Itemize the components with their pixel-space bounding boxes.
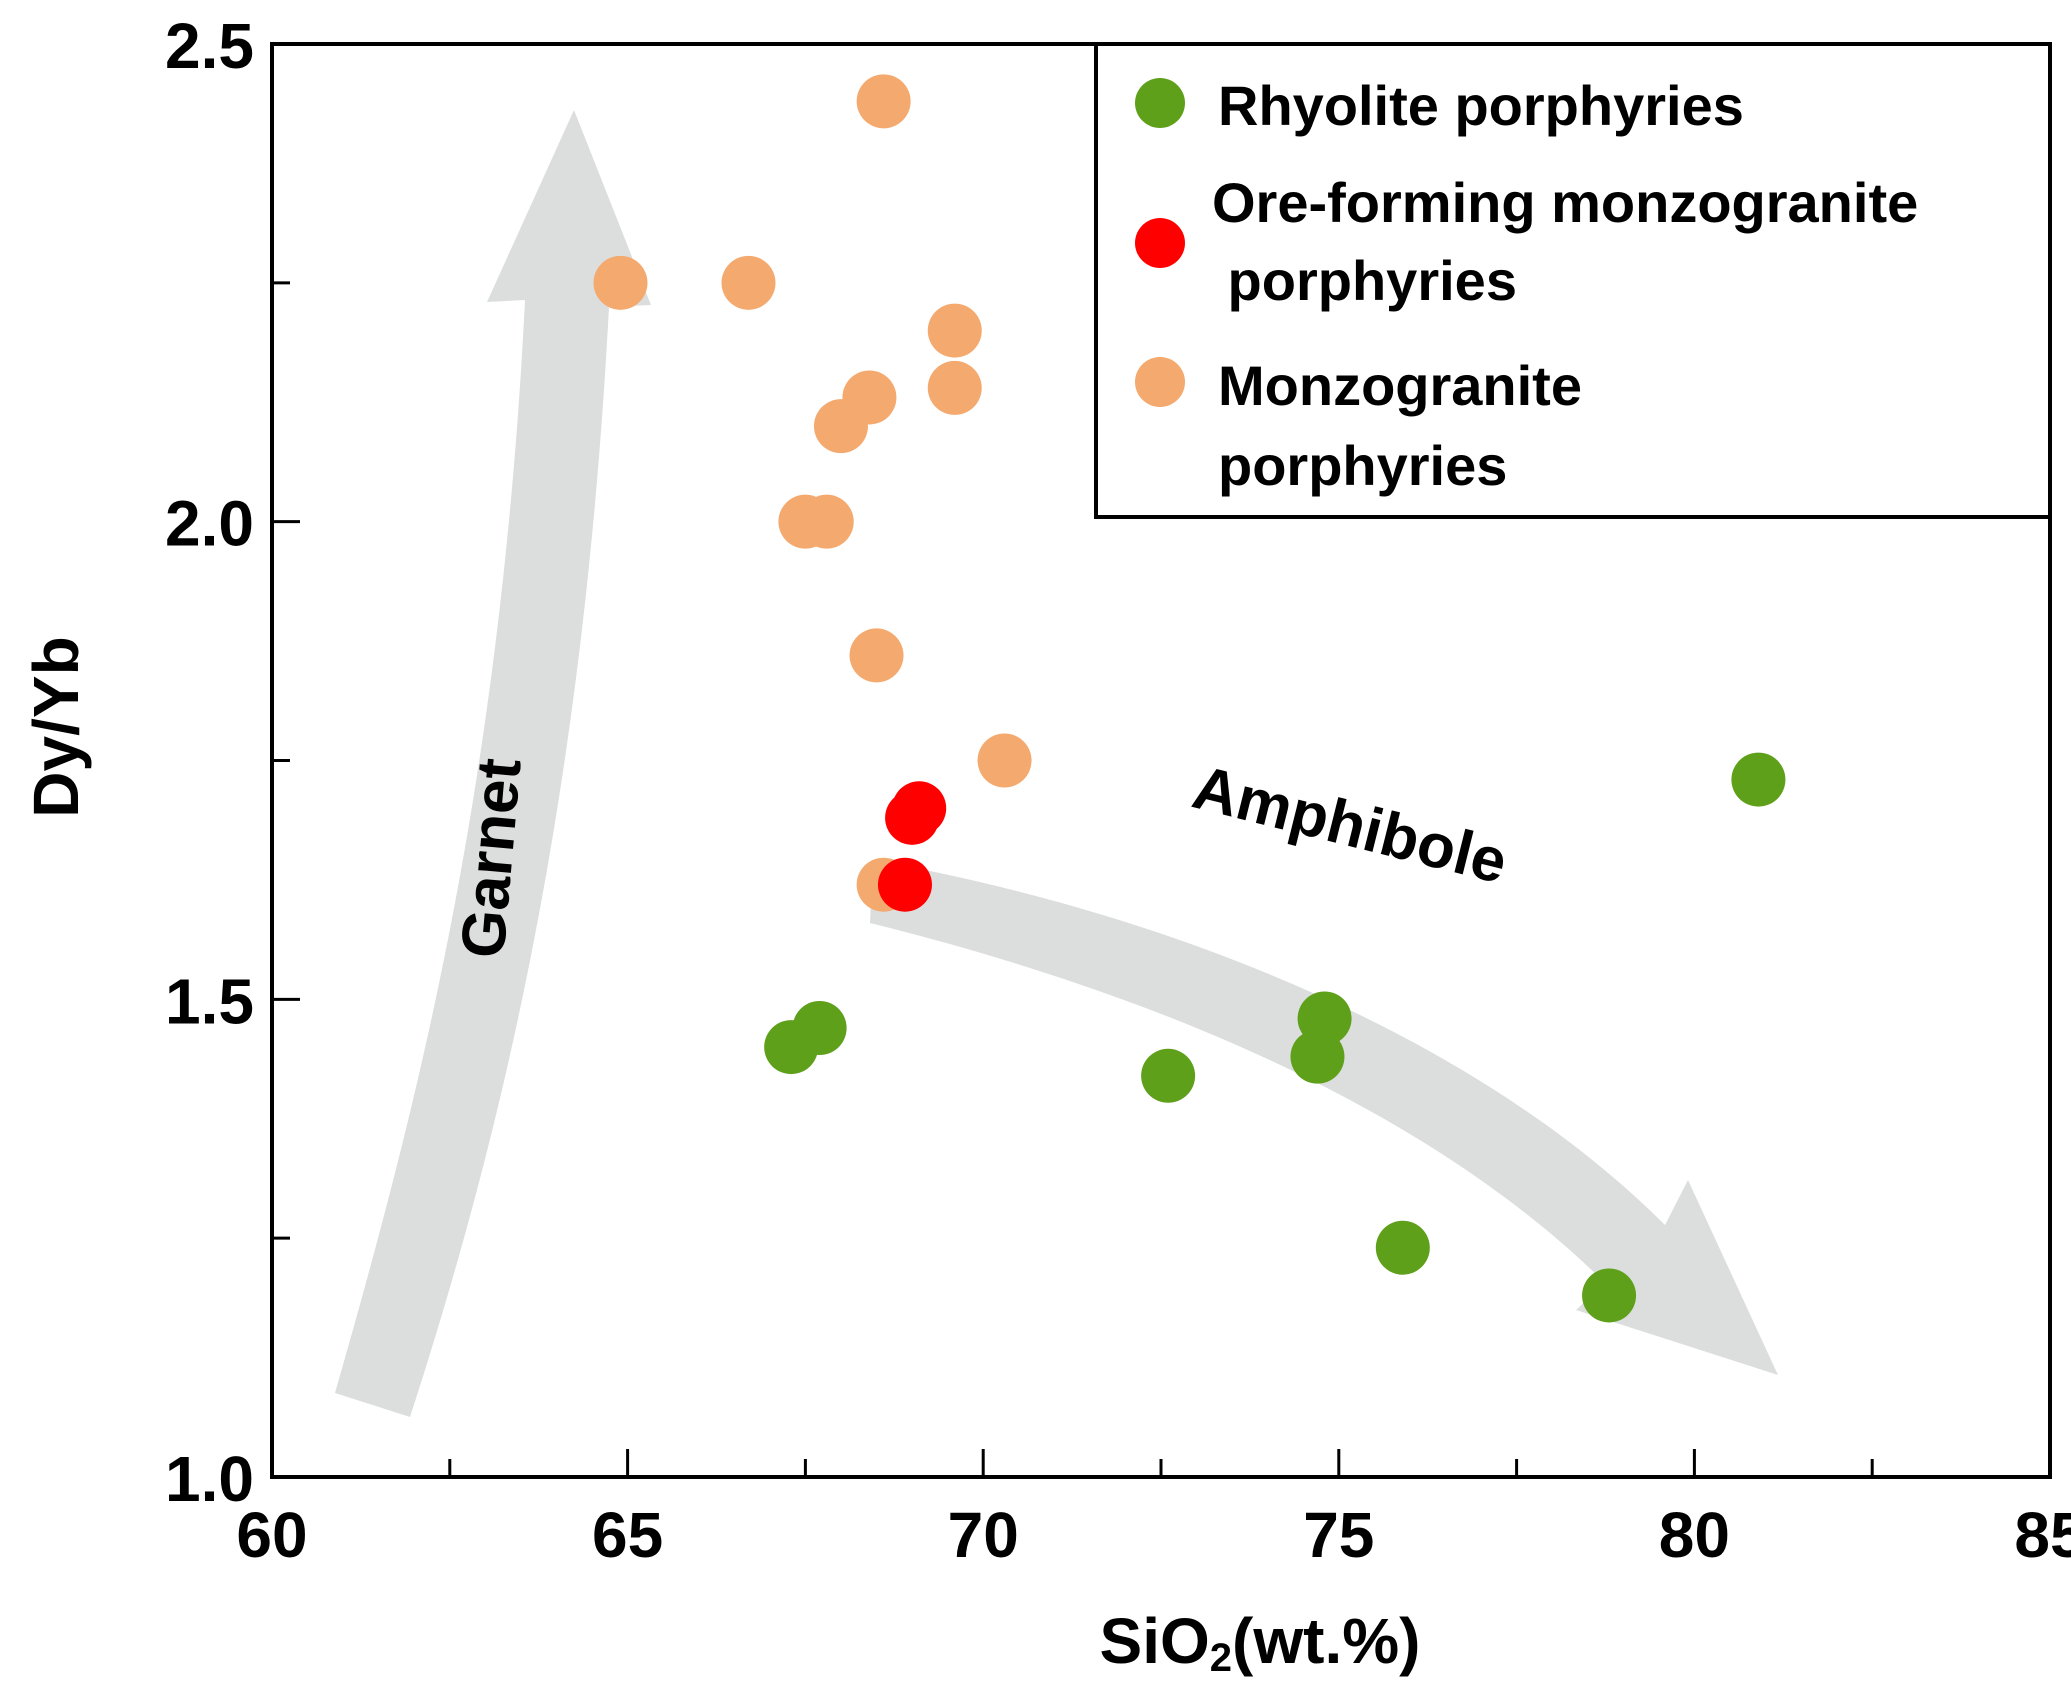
legend-label-rhyolite: Rhyolite porphyries	[1218, 74, 1744, 137]
rhyolite-point	[1731, 752, 1786, 807]
legend-marker-ore-forming	[1135, 218, 1185, 268]
legend-label-ore-forming-line1: Ore-forming monzogranite	[1212, 171, 1918, 234]
x-tick-label: 80	[1659, 1499, 1730, 1571]
ore-forming-point	[877, 857, 932, 912]
rhyolite-point	[792, 1000, 847, 1055]
ore-forming-point	[885, 790, 940, 845]
y-axis-title: Dy/Yb	[20, 636, 92, 817]
legend-box	[1094, 42, 2052, 519]
rhyolite-point	[1375, 1220, 1430, 1275]
y-tick-label: 1.0	[165, 1443, 254, 1515]
x-tick-label: 70	[948, 1499, 1019, 1571]
x-tick-label: 85	[2014, 1499, 2071, 1571]
legend-marker-monzogranite	[1135, 357, 1185, 407]
rhyolite-point	[1582, 1268, 1637, 1323]
x-axis-title: SiO2(wt.%)	[1100, 1605, 1421, 1680]
data-points	[593, 74, 1786, 1323]
y-axis: 1.0 1.5 2.0 2.5	[165, 10, 300, 1515]
monzogranite-point	[849, 628, 904, 683]
legend-label-ore-forming-line2: porphyries	[1212, 249, 1517, 312]
rhyolite-point	[1290, 1029, 1345, 1084]
x-axis: 60 65 70 75 80 85	[236, 1449, 2071, 1571]
monzogranite-point	[927, 303, 982, 358]
legend-label-monzogranite-line1: Monzogranite	[1218, 354, 1582, 417]
x-tick-label: 75	[1303, 1499, 1374, 1571]
garnet-arrow	[335, 110, 651, 1417]
x-tick-label: 60	[236, 1499, 307, 1571]
monzogranite-point	[799, 494, 854, 549]
legend-label-monzogranite-line2: porphyries	[1218, 434, 1507, 497]
legend-marker-rhyolite	[1135, 78, 1185, 128]
monzogranite-point	[927, 360, 982, 415]
rhyolite-point	[1141, 1048, 1196, 1103]
monzogranite-point	[856, 74, 911, 129]
monzogranite-point	[721, 255, 776, 310]
amphibole-label: Amphibole	[1186, 753, 1514, 897]
monzogranite-point	[593, 255, 648, 310]
y-tick-label: 2.5	[165, 10, 254, 82]
monzogranite-point	[977, 733, 1032, 788]
y-tick-label: 2.0	[165, 488, 254, 560]
y-tick-label: 1.5	[165, 965, 254, 1037]
monzogranite-point	[813, 399, 868, 454]
legend: Rhyolite porphyries Ore-forming monzogra…	[1094, 42, 2052, 519]
x-tick-label: 65	[592, 1499, 663, 1571]
amphibole-arrow	[870, 860, 1778, 1375]
